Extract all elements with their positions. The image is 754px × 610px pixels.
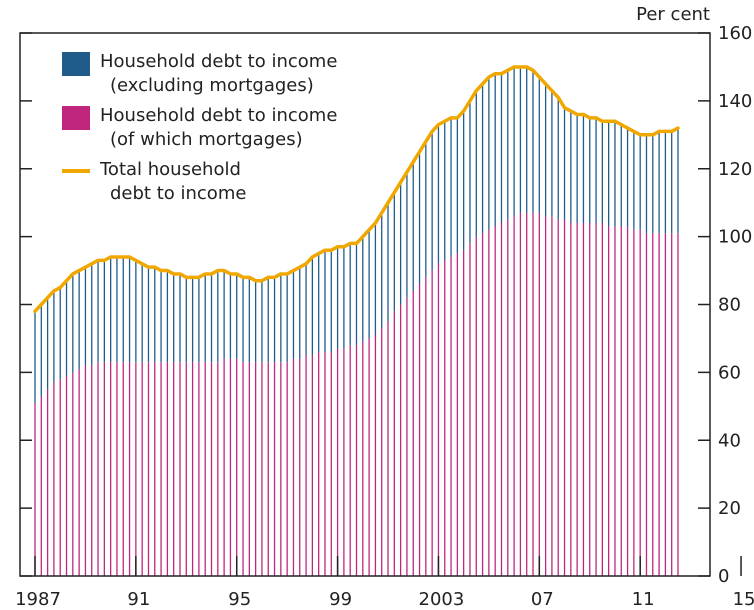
y-axis: 0 20 40 60 80 100 120 140 160 bbox=[20, 23, 752, 587]
legend-label: Household debt to income bbox=[100, 51, 338, 72]
legend-sublabel: (excluding mortgages) bbox=[110, 75, 314, 96]
legend-label: Total household bbox=[100, 159, 241, 180]
x-axis: 1987 91 95 99 2003 07 11 15 bbox=[15, 556, 754, 610]
y-tick-label: 20 bbox=[718, 498, 741, 519]
x-tick-label: 91 bbox=[127, 589, 150, 610]
total-line bbox=[33, 65, 680, 314]
x-tick-label: 99 bbox=[329, 589, 352, 610]
legend-swatch-mortgage bbox=[62, 106, 90, 130]
x-tick-label: 2003 bbox=[419, 589, 465, 610]
y-tick-label: 120 bbox=[718, 159, 752, 180]
bars bbox=[34, 66, 679, 576]
legend-item-mortgage: Household debt to income (of which mortg… bbox=[62, 104, 382, 152]
legend-sublabel: (of which mortgages) bbox=[110, 129, 303, 150]
legend-swatch-total bbox=[62, 169, 90, 173]
y-tick-label: 80 bbox=[718, 295, 741, 316]
y-tick-label: 100 bbox=[718, 227, 752, 248]
x-tick-label: 95 bbox=[228, 589, 251, 610]
unit-label: Per cent bbox=[636, 4, 710, 25]
legend: Household debt to income (excluding mort… bbox=[62, 50, 382, 212]
legend-label: Household debt to income bbox=[100, 105, 338, 126]
legend-item-total: Total household debt to income bbox=[62, 158, 382, 206]
x-tick-label: 15 bbox=[733, 589, 754, 610]
y-tick-label: 40 bbox=[718, 430, 741, 451]
y-tick-label: 160 bbox=[718, 23, 752, 44]
y-tick-label: 60 bbox=[718, 362, 741, 383]
y-tick-label: 0 bbox=[718, 566, 729, 587]
legend-sublabel: debt to income bbox=[110, 183, 247, 204]
x-tick-label: 07 bbox=[531, 589, 554, 610]
x-tick-label: 1987 bbox=[15, 589, 61, 610]
legend-item-non-mortgage: Household debt to income (excluding mort… bbox=[62, 50, 382, 98]
total-line-layer bbox=[33, 65, 680, 314]
x-tick-label: 11 bbox=[632, 589, 655, 610]
legend-swatch-non-mortgage bbox=[62, 52, 90, 76]
y-tick-label: 140 bbox=[718, 91, 752, 112]
